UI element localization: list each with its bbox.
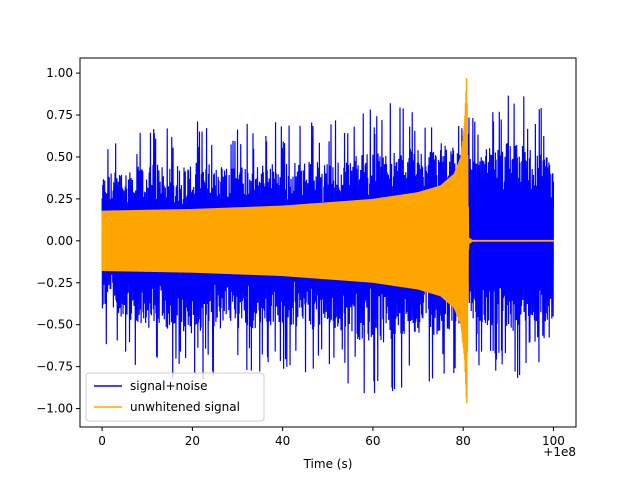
plot-area <box>101 78 555 404</box>
y-tick-label: 0.25 <box>46 192 73 206</box>
y-tick-label: 0.75 <box>46 108 73 122</box>
legend-entry-label: signal+noise <box>130 379 207 393</box>
x-tick-label: 40 <box>275 434 290 448</box>
y-tick-label: −1.00 <box>36 402 73 416</box>
y-tick-label: 1.00 <box>46 66 73 80</box>
legend: signal+noise unwhitened signal <box>85 372 265 422</box>
x-offset-label: +1e8 <box>543 445 576 459</box>
x-axis-label: Time (s) <box>303 457 353 471</box>
x-tick-label: 20 <box>185 434 200 448</box>
y-tick-label: −0.25 <box>36 276 73 290</box>
legend-box <box>85 372 265 422</box>
x-tick-label: 80 <box>456 434 471 448</box>
series-unwhitened-signal-line <box>101 78 555 404</box>
x-tick-label: 60 <box>365 434 380 448</box>
y-tick-label: −0.50 <box>36 318 73 332</box>
x-tick-label: 0 <box>98 434 106 448</box>
y-tick-label: 0.50 <box>46 150 73 164</box>
y-axis: −1.00 −0.75 −0.50 −0.25 0.00 0.25 0.50 0.75 1.00 <box>36 66 80 416</box>
y-tick-label: 0.00 <box>46 234 73 248</box>
axes-frame <box>79 57 577 428</box>
y-tick-label: −0.75 <box>36 360 73 374</box>
x-tick-label: 100 <box>542 434 565 448</box>
legend-entry-label: unwhitened signal <box>130 400 240 414</box>
x-axis: 0 20 40 60 80 100 <box>98 427 565 448</box>
